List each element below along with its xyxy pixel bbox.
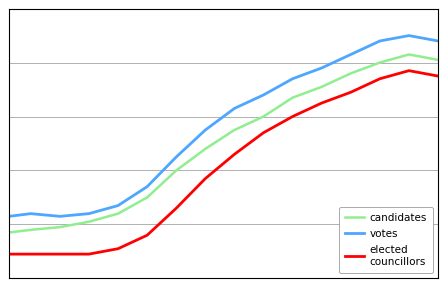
elected
councillors [290,115,295,118]
elected
councillors [86,252,92,256]
Line: candidates: candidates [9,55,438,232]
Line: elected
councillors: elected councillors [9,71,438,254]
candidates [202,147,208,151]
votes [57,215,63,218]
candidates [144,196,150,199]
candidates [86,220,92,224]
votes [6,215,12,218]
candidates [290,96,295,99]
elected
councillors [232,153,237,156]
elected
councillors [406,69,412,72]
candidates [319,85,325,89]
votes [319,66,325,70]
votes [232,107,237,110]
votes [261,93,266,97]
candidates [348,72,354,75]
elected
councillors [377,77,383,80]
votes [173,155,179,159]
votes [348,53,354,56]
candidates [173,169,179,172]
candidates [28,228,34,232]
elected
councillors [115,247,121,251]
elected
councillors [319,101,325,105]
votes [435,39,441,43]
candidates [115,212,121,215]
candidates [261,115,266,118]
votes [86,212,92,215]
elected
councillors [261,131,266,134]
elected
councillors [173,207,179,210]
candidates [406,53,412,56]
candidates [57,225,63,229]
votes [290,77,295,80]
votes [28,212,34,215]
votes [115,204,121,207]
candidates [232,128,237,132]
elected
councillors [57,252,63,256]
elected
councillors [28,252,34,256]
votes [406,34,412,37]
candidates [377,61,383,64]
elected
councillors [348,90,354,94]
Line: votes: votes [9,36,438,216]
candidates [6,231,12,234]
candidates [435,58,441,62]
elected
councillors [202,177,208,180]
elected
councillors [144,234,150,237]
votes [377,39,383,43]
elected
councillors [6,252,12,256]
votes [144,185,150,188]
elected
councillors [435,74,441,78]
votes [202,128,208,132]
Legend: candidates, votes, elected
councillors: candidates, votes, elected councillors [339,207,433,273]
